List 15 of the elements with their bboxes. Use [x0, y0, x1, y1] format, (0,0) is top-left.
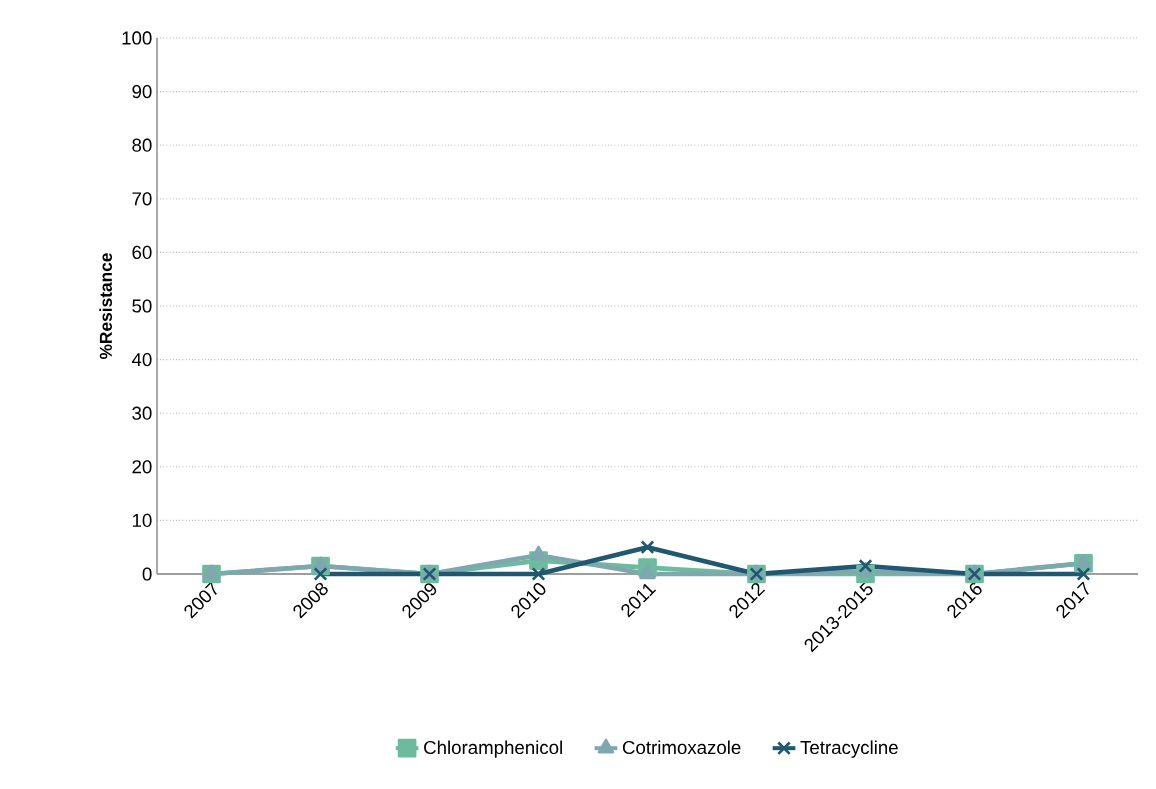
y-tick-label: 60 [132, 245, 152, 260]
legend-label: Tetracycline [800, 740, 898, 758]
y-tick-label: 10 [132, 513, 152, 528]
legend-label: Cotrimoxazole [622, 740, 741, 755]
y-axis-title: %Resistance [99, 253, 112, 360]
y-tick-label: 30 [132, 406, 152, 420]
y-tick-label: 70 [132, 192, 152, 206]
y-tick-label: 40 [131, 352, 152, 367]
y-tick-label: 50 [132, 299, 152, 313]
y-tick-label: 90 [132, 84, 152, 99]
y-tick-label: 20 [132, 460, 152, 474]
legend-label: Chloramphenicol [424, 740, 562, 758]
y-tick-label: 0 [142, 567, 152, 581]
y-tick-label: 80 [132, 138, 152, 152]
y-tick-label: 100 [122, 31, 152, 45]
